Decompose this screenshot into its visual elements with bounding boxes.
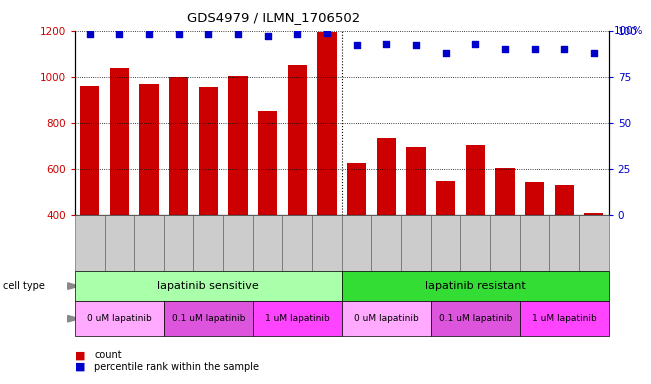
Point (203, 31, 214, 38)
Text: 1 uM lapatinib: 1 uM lapatinib (265, 314, 329, 323)
Text: 100%: 100% (614, 26, 644, 36)
Point (440, 50, 450, 56)
Polygon shape (68, 283, 79, 289)
Text: 0 uM lapatinib: 0 uM lapatinib (87, 314, 152, 323)
Point (262, 33, 273, 39)
Bar (110, 68, 129, 307)
Point (114, 31, 124, 38)
Bar (169, 77, 188, 307)
Text: lapatinib sensitive: lapatinib sensitive (158, 281, 259, 291)
Text: GDS4979 / ILMN_1706502: GDS4979 / ILMN_1706502 (187, 12, 360, 25)
Point (589, 50, 599, 56)
Bar (80, 86, 100, 307)
Point (529, 46, 540, 52)
Text: percentile rank within the sample: percentile rank within the sample (94, 362, 259, 372)
Bar (258, 111, 277, 307)
Point (85, 31, 95, 38)
Bar (436, 181, 455, 307)
Text: 1 uM lapatinib: 1 uM lapatinib (532, 314, 596, 323)
Point (559, 46, 570, 52)
Bar (555, 185, 574, 307)
Bar (584, 213, 603, 307)
Point (233, 31, 243, 38)
Point (292, 31, 303, 38)
Bar (495, 168, 514, 307)
Bar (288, 65, 307, 307)
Point (144, 31, 154, 38)
Bar (317, 32, 337, 307)
Bar (406, 147, 426, 307)
Point (500, 46, 510, 52)
Bar (347, 163, 367, 307)
Point (173, 31, 184, 38)
Bar (525, 182, 544, 307)
Bar (377, 138, 396, 307)
Text: ■: ■ (75, 362, 85, 372)
Point (381, 41, 391, 47)
Bar (229, 76, 247, 307)
Text: cell type: cell type (3, 281, 45, 291)
Text: count: count (94, 350, 122, 360)
Bar (199, 87, 218, 307)
Point (470, 41, 480, 47)
Text: lapatinib resistant: lapatinib resistant (425, 281, 525, 291)
Text: ■: ■ (75, 350, 85, 360)
Point (322, 30, 332, 36)
Polygon shape (68, 316, 79, 322)
Text: 0.1 uM lapatinib: 0.1 uM lapatinib (172, 314, 245, 323)
Bar (465, 145, 485, 307)
Text: 0 uM lapatinib: 0 uM lapatinib (354, 314, 419, 323)
Point (411, 42, 421, 48)
Bar (139, 84, 159, 307)
Point (352, 42, 362, 48)
Text: 0.1 uM lapatinib: 0.1 uM lapatinib (439, 314, 512, 323)
